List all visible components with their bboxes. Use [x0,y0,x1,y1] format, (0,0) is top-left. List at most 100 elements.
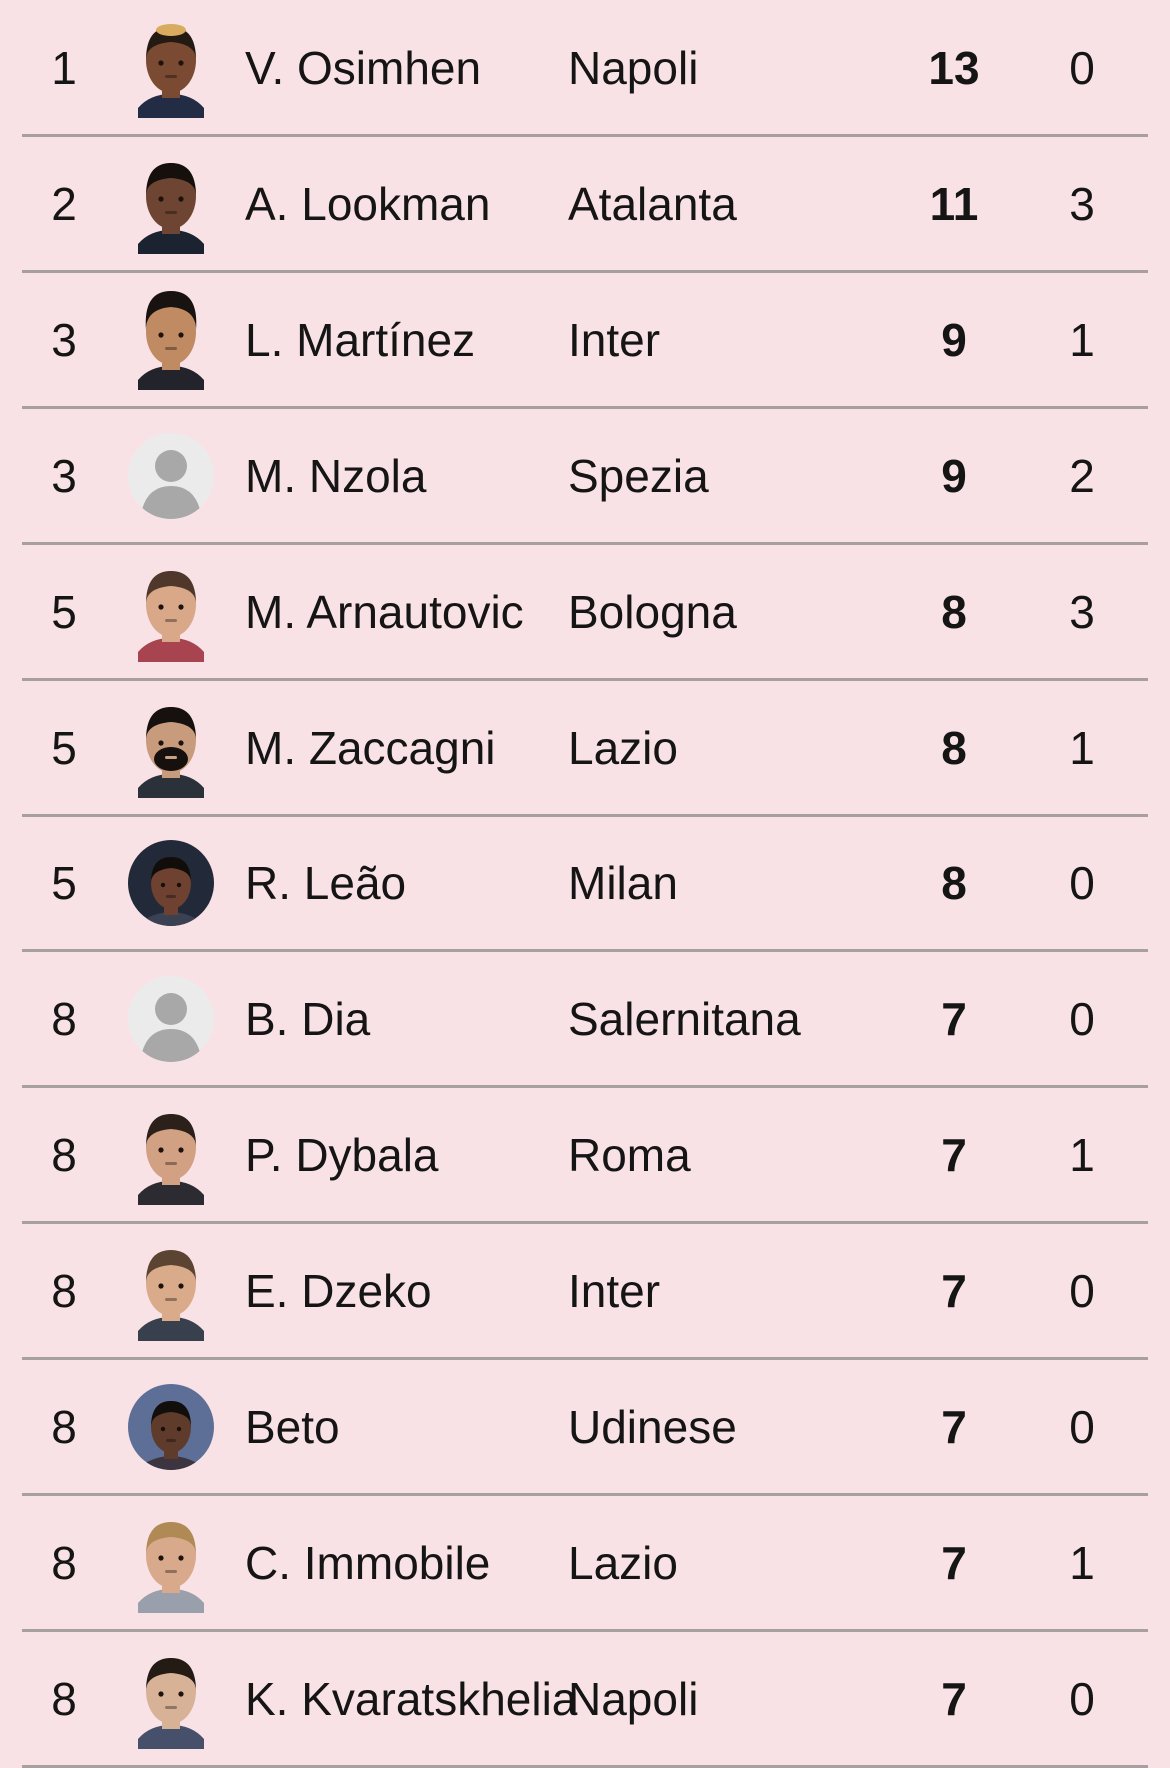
table-row[interactable]: 5 R. Leão Milan 8 0 [0,816,1170,953]
assists-value: 2 [1069,449,1095,502]
player-name: M. Zaccagni [245,721,496,774]
row-divider [22,269,1148,273]
rank-value: 5 [51,721,77,774]
row-divider [22,541,1148,545]
player-name: Beto [245,1401,340,1454]
team-name: Milan [568,857,678,910]
goals-value: 7 [941,993,967,1046]
goals-value: 7 [941,1401,967,1454]
player-avatar [128,1105,245,1206]
rank-value: 5 [51,585,77,638]
rank-value: 8 [51,1129,77,1182]
player-avatar [128,290,245,390]
row-divider [22,1221,1148,1225]
player-name: M. Arnautovic [245,585,524,638]
assists-value: 3 [1069,585,1095,638]
assists-value: 0 [1069,1401,1095,1454]
table-row[interactable]: 8 Beto Udinese 7 0 [0,1359,1170,1497]
player-name: C. Immobile [245,1537,491,1590]
table-row[interactable]: 8 P. Dybala Roma 7 1 [0,1087,1170,1225]
row-divider [22,1085,1148,1089]
table-row[interactable]: 1 V. Osimhen Napoli 13 0 [0,0,1170,137]
player-avatar-icon [138,290,204,390]
goals-value: 8 [941,585,967,638]
assists-value: 0 [1069,857,1095,910]
player-name: V. Osimhen [245,41,482,94]
goals-value: 8 [941,857,967,910]
assists-value: 0 [1069,1265,1095,1318]
table-row[interactable]: 5 M. Arnautovic Bologna 8 3 [0,544,1170,681]
row-divider [22,1764,1148,1768]
rank-value: 8 [51,1537,77,1590]
rank-value: 8 [51,1673,77,1726]
player-avatar [128,1241,245,1342]
rank-value: 1 [51,41,77,94]
goals-value: 8 [941,721,967,774]
player-name: R. Leão [245,857,407,910]
row-divider [22,1493,1148,1497]
rank-value: 8 [51,993,77,1046]
table-row[interactable]: 8 B. Dia Salernitana 7 0 [0,951,1170,1089]
team-name: Atalanta [568,177,737,230]
player-avatar-icon [138,1250,204,1342]
row-divider [22,1357,1148,1361]
player-avatar-icon [138,162,204,254]
row-divider [22,677,1148,681]
rank-value: 3 [51,449,77,502]
goals-value: 7 [941,1673,967,1726]
team-name: Bologna [568,585,737,638]
team-name: Lazio [568,1537,678,1590]
goals-value: 11 [929,177,979,230]
assists-value: 3 [1069,177,1095,230]
player-avatar-icon [138,706,204,798]
assists-value: 0 [1069,41,1095,94]
assists-value: 1 [1069,1129,1095,1182]
rank-value: 8 [51,1265,77,1318]
player-avatar-icon [138,1114,204,1206]
player-avatar [128,426,245,526]
assists-value: 1 [1069,313,1095,366]
table-row[interactable]: 5 M. Zaccagni Lazio 8 1 [0,680,1170,817]
player-avatar [128,154,245,254]
table-row[interactable]: 3 L. Martínez Inter 9 1 [0,272,1170,409]
player-avatar [128,1649,245,1750]
player-avatar [128,18,245,118]
assists-value: 1 [1069,721,1095,774]
goals-value: 7 [941,1537,967,1590]
team-name: Napoli [568,41,699,94]
player-name: M. Nzola [245,449,427,502]
team-name: Spezia [568,449,709,502]
player-name: E. Dzeko [245,1265,432,1318]
rank-value: 3 [51,313,77,366]
assists-value: 1 [1069,1537,1095,1590]
row-divider [22,1629,1148,1633]
player-name: A. Lookman [245,177,491,230]
table-row[interactable]: 3 M. Nzola Spezia 9 2 [0,408,1170,545]
person-silhouette-icon [140,993,202,1063]
row-divider [22,133,1148,137]
assists-value: 0 [1069,1673,1095,1726]
table-row[interactable]: 8 E. Dzeko Inter 7 0 [0,1223,1170,1361]
goals-value: 13 [928,41,980,94]
player-name: P. Dybala [245,1129,439,1182]
row-divider [22,813,1148,817]
table-row[interactable]: 2 A. Lookman Atalanta 11 3 [0,136,1170,273]
table-row[interactable]: 8 K. Kvaratskhelia Napoli 7 0 [0,1631,1170,1768]
player-avatar [128,562,245,662]
team-name: Lazio [568,721,678,774]
team-name: Udinese [568,1401,737,1454]
player-name: B. Dia [245,993,371,1046]
table-row[interactable]: 8 C. Immobile Lazio 7 1 [0,1495,1170,1633]
player-avatar-icon [138,1658,204,1750]
player-avatar [128,833,245,933]
row-divider [22,405,1148,409]
goals-value: 9 [941,313,967,366]
player-avatar-icon [128,976,214,1063]
assists-value: 0 [1069,993,1095,1046]
player-avatar-icon [138,23,204,118]
player-name: L. Martínez [245,313,476,366]
player-avatar [128,698,245,798]
team-name: Napoli [568,1673,699,1726]
player-avatar [128,1513,245,1614]
